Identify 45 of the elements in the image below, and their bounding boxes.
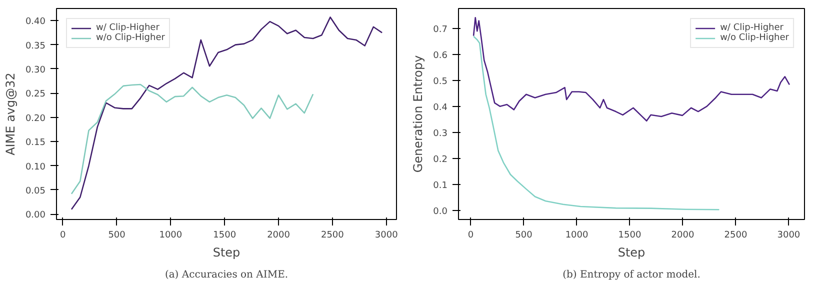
y-tick-label: 0.1 [433,181,448,192]
y-axis-title: AIME avg@32 [3,72,18,156]
text: (b) Entropy of actor model. [562,270,700,280]
x-tick-label: 2000 [267,230,290,240]
line-series [472,36,720,210]
x-tick-label: 1500 [213,230,236,240]
x-tick-label: 1000 [565,230,588,240]
line-series [70,84,314,194]
legend-label: w/o Clip-Higher [720,33,789,43]
x-tick-label: 3000 [374,230,398,240]
y-tick-label: 0.40 [25,17,46,28]
y-axis-title: Generation Entropy [411,55,426,173]
line-series [70,16,383,210]
legend-label: w/o Clip-Higher [96,33,165,43]
legend-label: w/ Clip-Higher [96,23,160,33]
x-tick-label: 2500 [320,230,344,240]
y-tick-label: 0.00 [25,210,46,221]
y-tick-label: 0.15 [25,138,46,148]
x-tick-label: 500 [515,230,533,240]
x-tick-label: 2500 [724,230,748,240]
x-tick-label: 500 [108,230,126,240]
y-tick-label: 0.25 [25,90,46,100]
x-tick-label: 0 [60,230,66,240]
x-tick-label: 2000 [671,230,694,240]
x-tick-label: 1000 [159,230,182,240]
text: (a) Accuracies on AIME. [164,270,288,280]
y-tick-label: 0.2 [433,155,448,166]
legend-label: w/ Clip-Higher [720,23,784,33]
x-tick-label: 3000 [777,230,800,240]
y-tick-label: 0.4 [433,103,448,114]
y-tick-label: 0.3 [433,129,448,140]
x-axis-title: Step [618,246,646,260]
line-series [472,16,790,122]
y-tick-label: 0.30 [25,65,46,76]
y-tick-label: 0.10 [25,162,46,172]
y-tick-label: 0.7 [433,25,448,36]
y-tick-label: 0.35 [25,41,46,52]
y-tick-label: 0.5 [433,77,448,88]
y-tick-label: 0.20 [25,114,46,124]
x-tick-label: 1500 [618,230,642,240]
x-axis-title: Step [212,246,240,260]
y-tick-label: 0.0 [433,207,448,218]
y-tick-label: 0.05 [25,186,46,196]
y-tick-label: 0.6 [433,51,448,62]
x-tick-label: 0 [468,230,474,240]
